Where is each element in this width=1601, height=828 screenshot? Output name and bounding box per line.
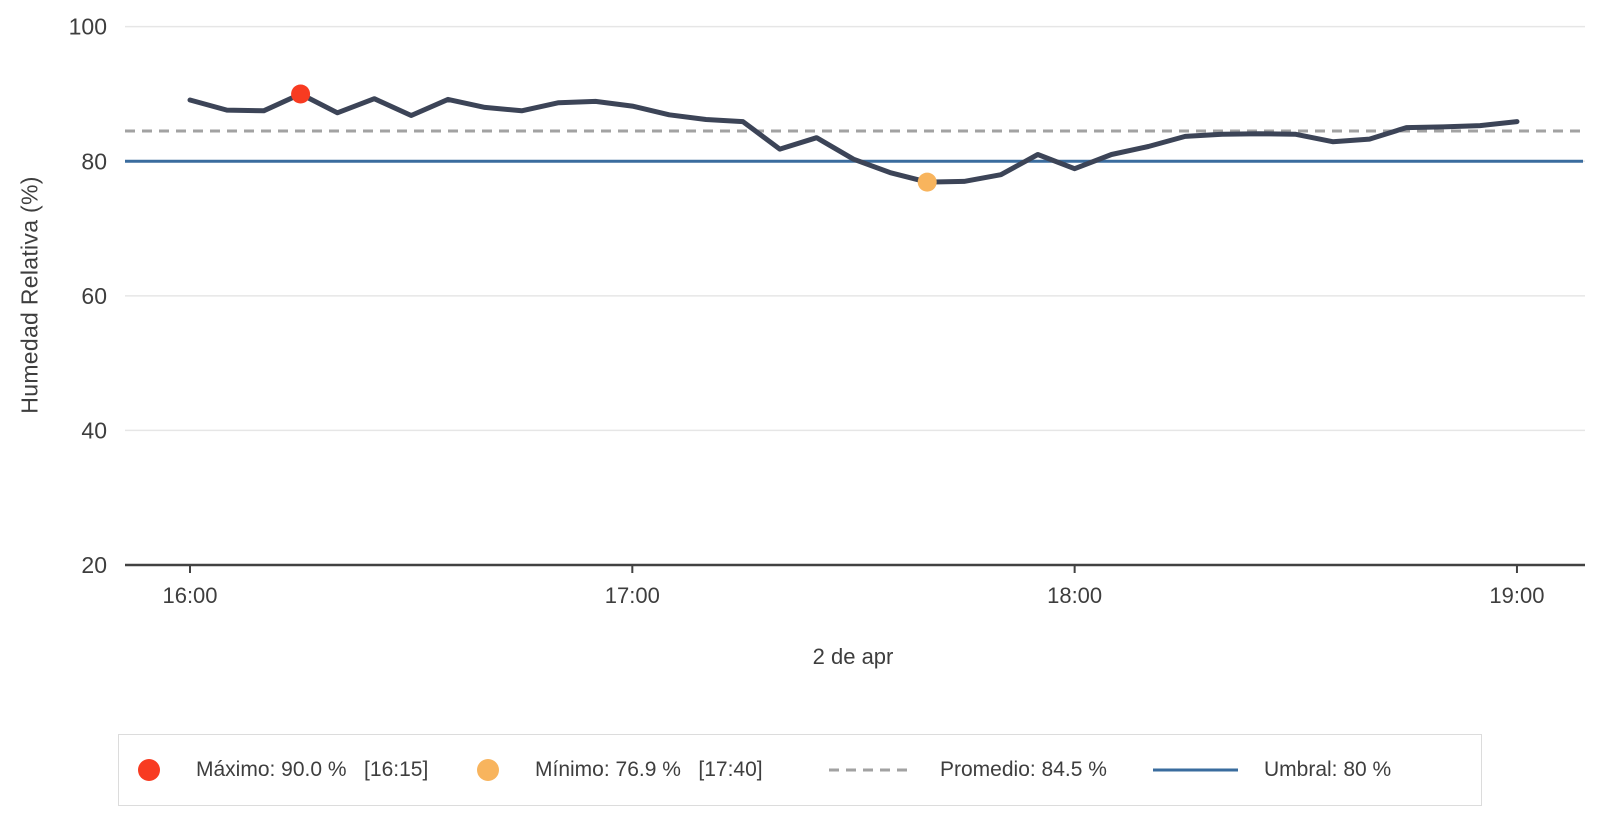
y-tick-label: 40	[81, 417, 107, 443]
x-tick-label: 16:00	[162, 583, 217, 608]
legend-item-minimo[interactable]: Mínimo: 76.9 % [17:40]	[477, 758, 763, 782]
y-axis-title: Humedad Relativa (%)	[16, 176, 43, 414]
y-tick-label: 100	[69, 14, 107, 40]
legend-item-promedio[interactable]: Promedio: 84.5 %	[829, 758, 1107, 782]
legend-item-label: Máximo: 90.0 % [16:15]	[196, 758, 429, 781]
legend: Máximo: 90.0 % [16:15] Mínimo: 76.9 % [1…	[118, 734, 1482, 806]
legend-item-umbral[interactable]: Umbral: 80 %	[1153, 758, 1391, 782]
max-point-swatch	[138, 759, 160, 781]
x-tick-label: 17:00	[605, 583, 660, 608]
umbral-line-swatch	[1153, 767, 1238, 773]
min-point-marker	[917, 172, 937, 192]
promedio-line-swatch	[829, 767, 914, 773]
max-point-marker	[291, 84, 311, 104]
legend-item-maximo[interactable]: Máximo: 90.0 % [16:15]	[138, 758, 428, 782]
y-tick-label: 60	[81, 283, 107, 309]
y-tick-label: 20	[81, 552, 107, 578]
y-tick-label: 80	[81, 148, 107, 174]
x-axis-date-label: 2 de apr	[812, 644, 894, 669]
legend-item-label: Umbral: 80 %	[1264, 758, 1392, 781]
legend-item-label: Mínimo: 76.9 % [17:40]	[535, 758, 763, 781]
min-point-swatch	[477, 759, 499, 781]
humidity-line	[187, 91, 1520, 185]
x-tick-label: 19:00	[1489, 583, 1544, 608]
x-tick-label: 18:00	[1047, 583, 1102, 608]
legend-item-label: Promedio: 84.5 %	[940, 758, 1107, 781]
